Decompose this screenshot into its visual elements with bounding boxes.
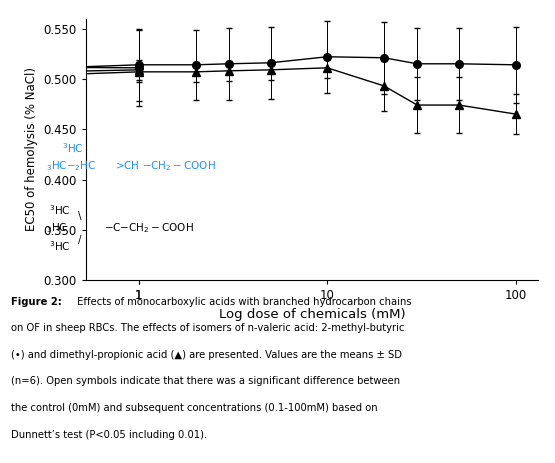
Text: $^{3}$HC: $^{3}$HC: [49, 239, 71, 253]
Text: >CH $-$CH$_{2}-$COOH: >CH $-$CH$_{2}-$COOH: [115, 160, 216, 173]
Text: $^{3}$HC: $^{3}$HC: [63, 141, 84, 155]
Text: /: /: [78, 235, 81, 245]
Text: Figure 2:: Figure 2:: [11, 297, 62, 307]
Text: Dunnett’s test (P<0.05 including 0.01).: Dunnett’s test (P<0.05 including 0.01).: [11, 430, 208, 439]
Text: (n=6). Open symbols indicate that there was a significant difference between: (n=6). Open symbols indicate that there …: [11, 376, 400, 387]
Text: $_{3}$HC: $_{3}$HC: [46, 221, 67, 235]
X-axis label: Log dose of chemicals (mM): Log dose of chemicals (mM): [219, 308, 406, 321]
Text: $-$C$-$CH$_{2}-$COOH: $-$C$-$CH$_{2}-$COOH: [104, 221, 193, 235]
Text: $^{3}$HC: $^{3}$HC: [49, 203, 71, 217]
Text: (•) and dimethyl-propionic acid (▲) are presented. Values are the means ± SD: (•) and dimethyl-propionic acid (▲) are …: [11, 350, 402, 360]
Text: Effects of monocarboxylic acids with branched hydrocarbon chains: Effects of monocarboxylic acids with bra…: [74, 297, 412, 307]
Text: $_{3}$HC$-_{2}$HC: $_{3}$HC$-_{2}$HC: [46, 160, 96, 173]
Text: on OF in sheep RBCs. The effects of isomers of n-valeric acid: 2-methyl-butyric: on OF in sheep RBCs. The effects of isom…: [11, 323, 405, 333]
Text: \: \: [78, 211, 81, 221]
Text: the control (0mM) and subsequent concentrations (0.1-100mM) based on: the control (0mM) and subsequent concent…: [11, 403, 378, 413]
Y-axis label: EC50 of hemolysis (% NaCl): EC50 of hemolysis (% NaCl): [25, 67, 38, 231]
